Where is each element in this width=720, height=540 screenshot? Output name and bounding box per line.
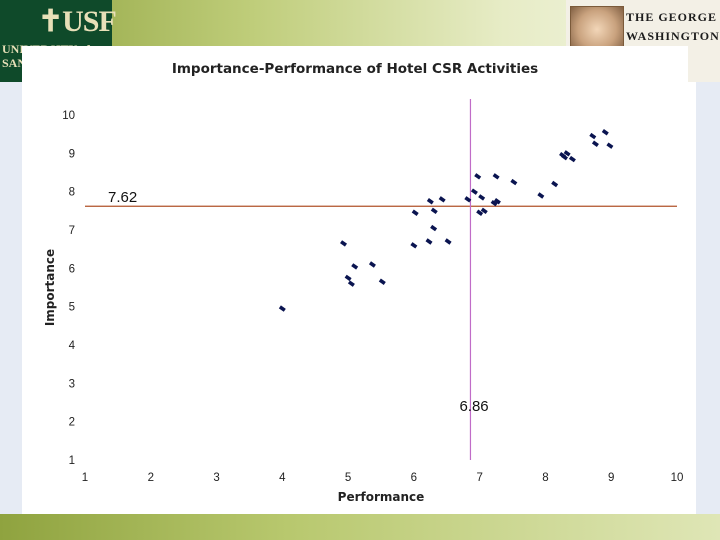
data-point <box>340 240 347 247</box>
y-tick-label: 7 <box>69 225 75 237</box>
y-tick-label: 6 <box>69 263 75 275</box>
data-point <box>601 129 609 136</box>
data-point <box>425 238 433 245</box>
x-tick-label: 8 <box>542 472 548 484</box>
data-point <box>478 194 486 201</box>
data-point <box>426 198 434 205</box>
scatter-chart: Importance-Performance of Hotel CSR Acti… <box>43 61 683 504</box>
data-point <box>470 188 478 195</box>
data-point <box>444 238 452 245</box>
x-tick-label: 6 <box>411 472 417 484</box>
x-axis-label: Performance <box>338 490 425 504</box>
x-tick-label: 7 <box>476 472 482 484</box>
y-tick-label: 4 <box>69 340 76 352</box>
data-point <box>476 209 484 216</box>
usf-mark: ✝USF <box>38 5 117 38</box>
x-tick-label: 4 <box>279 472 286 484</box>
y-tick-label: 5 <box>69 302 75 314</box>
data-point <box>474 173 482 180</box>
y-tick-label: 2 <box>69 417 75 429</box>
data-point <box>344 274 352 282</box>
data-point <box>347 280 355 287</box>
data-point <box>378 278 386 285</box>
data-point <box>430 207 438 215</box>
data-point <box>591 140 599 147</box>
footer-banner <box>0 514 720 540</box>
y-tick-label: 9 <box>69 148 75 160</box>
data-point <box>563 150 571 157</box>
x-tick-label: 10 <box>671 472 684 484</box>
data-point <box>493 198 501 205</box>
data-point <box>411 209 419 216</box>
x-tick-label: 3 <box>213 472 219 484</box>
data-point <box>589 132 597 140</box>
y-tick-label: 8 <box>69 187 75 199</box>
data-point <box>430 224 438 232</box>
y-tick-label: 10 <box>62 110 75 122</box>
data-point <box>492 173 500 180</box>
axis-ticks: 1 2 3 4 5 6 7 8 9 10 1 2 3 4 5 6 7 8 9 10 <box>62 110 683 484</box>
data-point <box>480 207 488 215</box>
data-point <box>410 242 418 249</box>
chart-panel: Importance-Performance of Hotel CSR Acti… <box>22 46 688 514</box>
data-point <box>368 261 376 268</box>
data-point <box>438 196 446 203</box>
vertical-reference-label: 6.86 <box>459 398 488 415</box>
x-tick-label: 5 <box>345 472 351 484</box>
data-point <box>551 180 559 188</box>
data-point <box>351 263 359 270</box>
data-point <box>278 305 286 312</box>
data-point <box>561 153 569 161</box>
x-tick-label: 2 <box>148 472 154 484</box>
left-side-band <box>0 82 24 514</box>
data-point <box>537 192 545 199</box>
data-point <box>606 142 614 149</box>
chart-title: Importance-Performance of Hotel CSR Acti… <box>172 61 538 77</box>
x-tick-label: 1 <box>82 472 88 484</box>
y-tick-label: 3 <box>69 378 75 390</box>
usf-logo: ✝USF UNIVERSITY of SAN <box>0 0 117 82</box>
data-points <box>278 129 614 312</box>
horizontal-reference-label: 7.62 <box>108 189 137 206</box>
y-axis-label: Importance <box>43 249 57 326</box>
data-point <box>568 155 576 163</box>
data-point <box>510 178 518 186</box>
y-tick-label: 1 <box>69 455 75 467</box>
right-side-band <box>696 82 720 514</box>
data-point <box>464 196 472 203</box>
data-point <box>490 199 498 207</box>
reference-lines: 7.62 6.86 <box>85 99 677 460</box>
x-tick-label: 9 <box>608 472 614 484</box>
